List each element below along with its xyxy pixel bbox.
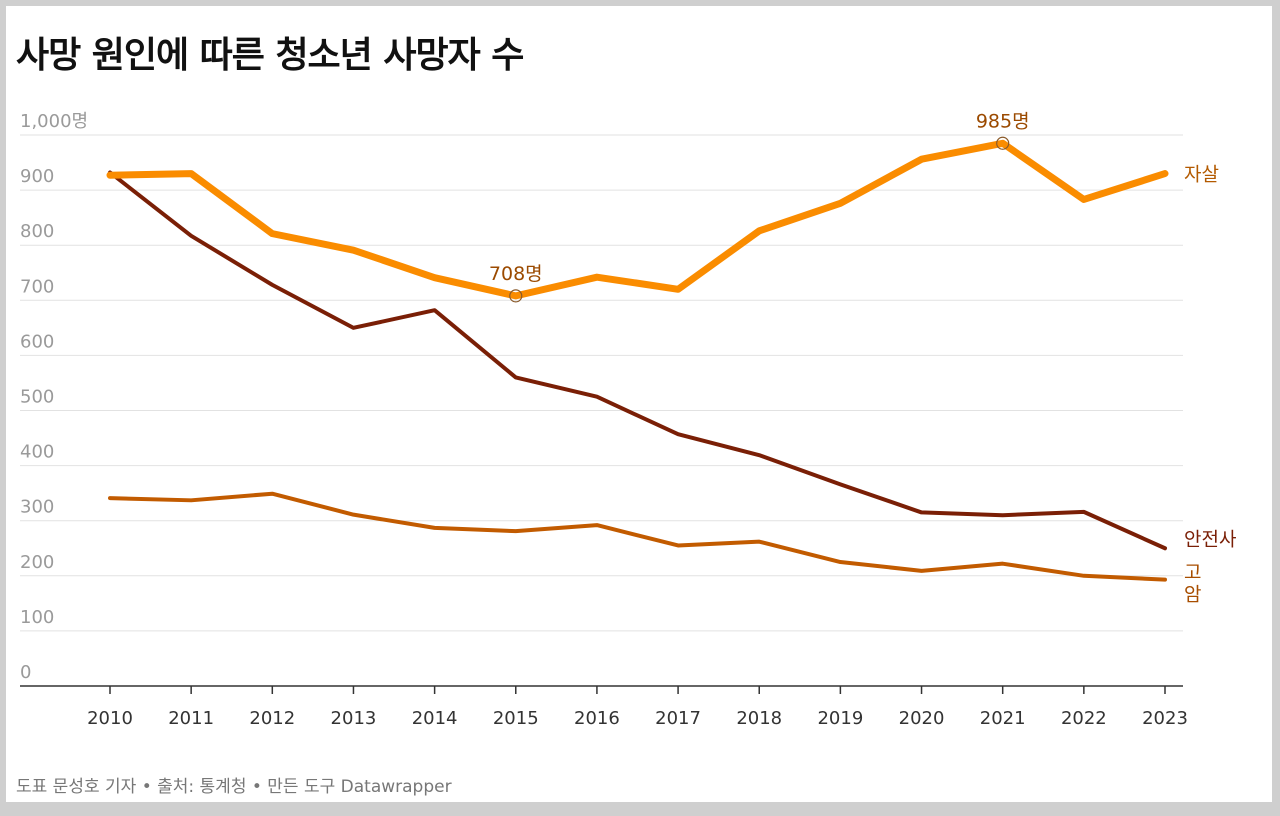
x-tick-label: 2010 xyxy=(87,708,133,729)
y-tick-label: 300 xyxy=(20,497,54,518)
x-tick-label: 2018 xyxy=(736,708,782,729)
x-tick-label: 2015 xyxy=(493,708,539,729)
y-tick-label: 600 xyxy=(20,331,54,352)
y-tick-label: 700 xyxy=(20,276,54,297)
y-tick-label: 0 xyxy=(20,662,31,683)
y-tick-label: 500 xyxy=(20,387,54,408)
series-label-cancer-line2: 암 xyxy=(1184,584,1201,606)
y-tick-label: 900 xyxy=(20,166,54,187)
y-tick-label: 1,000명 xyxy=(20,111,88,132)
x-tick-label: 2016 xyxy=(574,708,620,729)
y-tick-label: 200 xyxy=(20,552,54,573)
annotation-label: 985명 xyxy=(976,110,1030,132)
x-tick-label: 2020 xyxy=(899,708,945,729)
annotation-marker xyxy=(996,136,1010,150)
series-line-1 xyxy=(108,170,1167,551)
annotation-marker xyxy=(509,289,523,303)
x-tick-label: 2014 xyxy=(412,708,458,729)
x-tick-label: 2023 xyxy=(1142,708,1188,729)
x-tick-label: 2011 xyxy=(168,708,214,729)
series-line-0 xyxy=(106,139,1169,300)
y-tick-label: 100 xyxy=(20,607,54,628)
y-axis-ticks: 0 100 200 300 400 500 600 700 800 900 1,000명 xyxy=(20,111,88,683)
x-tick-label: 2017 xyxy=(655,708,701,729)
x-tick-label: 2022 xyxy=(1061,708,1107,729)
footer-credit: 도표 문성호 기자 • 출처: 통계청 • 만든 도구 Datawrapper xyxy=(16,777,452,797)
series-label-suicide: 자살 xyxy=(1184,164,1219,186)
annotations: 708명 985명 xyxy=(489,110,1030,303)
page-title: 사망 원인에 따른 청소년 사망자 수 xyxy=(16,35,524,76)
x-tick-label: 2012 xyxy=(249,708,295,729)
y-tick-label: 400 xyxy=(20,442,54,463)
annotation-label: 708명 xyxy=(489,263,543,285)
x-axis-ticks: 2010 2011 2012 2013 2014 2015 2016 2017 2018 2019… xyxy=(87,686,1188,729)
x-tick-label: 2013 xyxy=(331,708,377,729)
series-lines xyxy=(106,139,1169,582)
x-tick-label: 2019 xyxy=(817,708,863,729)
chart-card xyxy=(6,6,1272,802)
grid-lines xyxy=(20,134,1183,632)
y-tick-label: 800 xyxy=(20,221,54,242)
series-line-2 xyxy=(108,491,1167,582)
series-label-accident: 안전사 xyxy=(1184,528,1236,550)
series-label-cancer-line1: 고 xyxy=(1184,562,1201,584)
x-tick-label: 2021 xyxy=(980,708,1026,729)
